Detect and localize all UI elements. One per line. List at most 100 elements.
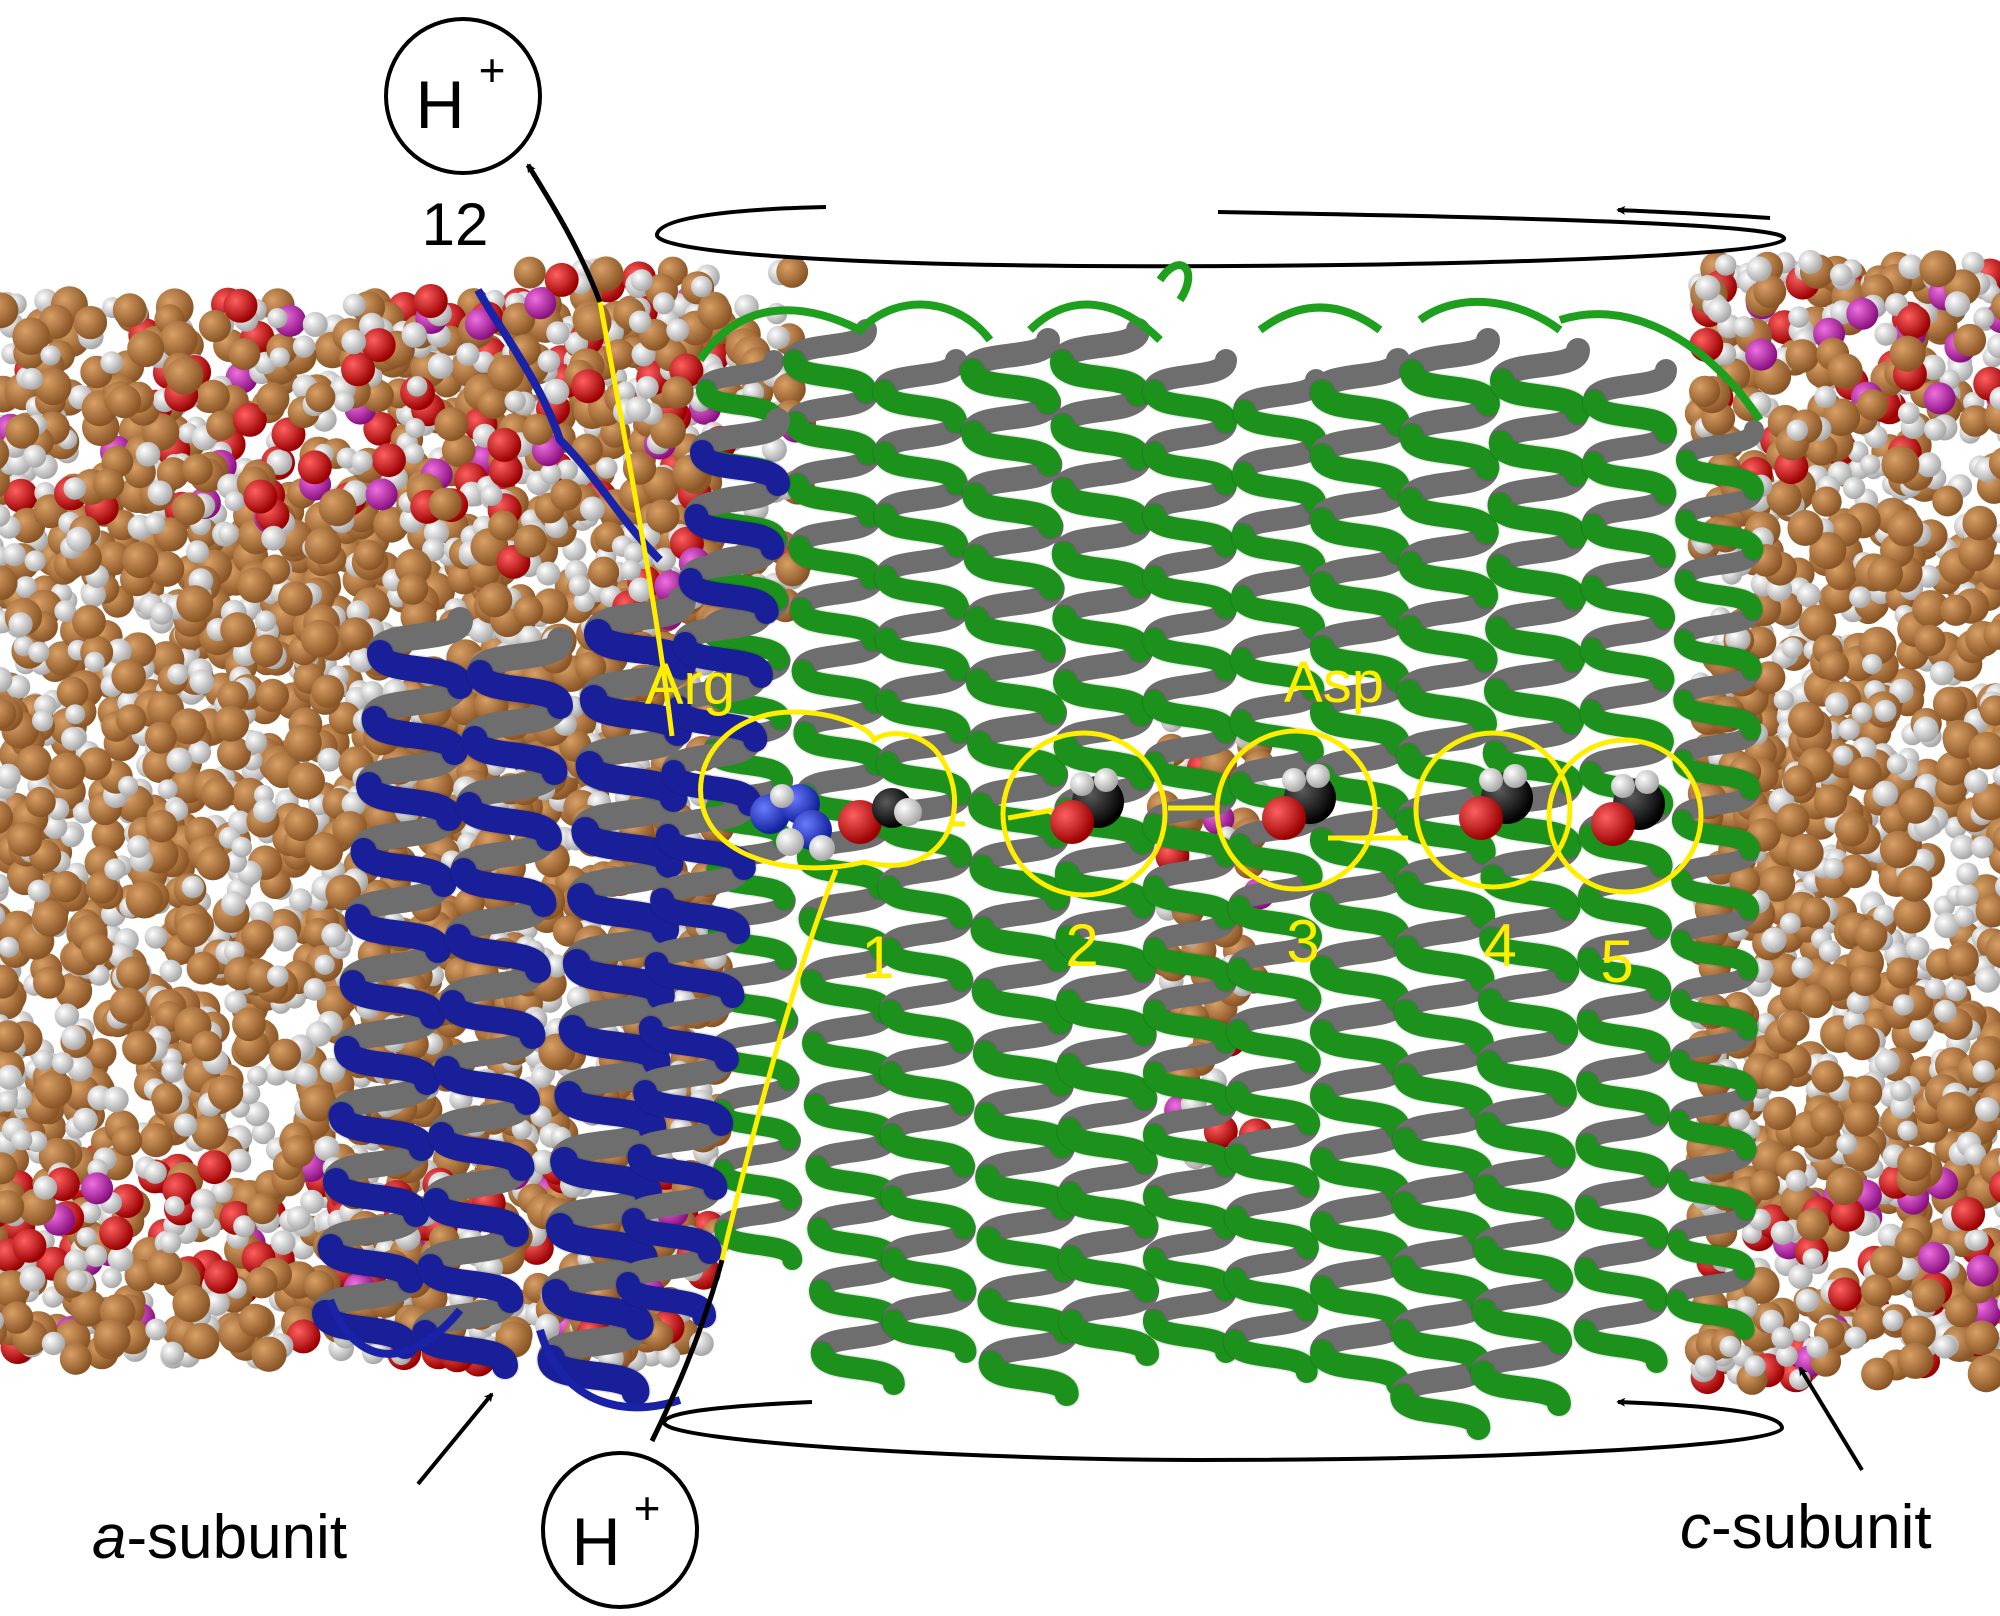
lipid-atom bbox=[25, 786, 56, 818]
lipid-atom bbox=[1753, 274, 1787, 308]
lipid-atom bbox=[1975, 894, 2000, 928]
lipid-atom bbox=[144, 513, 166, 535]
lipid-atom bbox=[477, 582, 513, 618]
lipid-atom bbox=[354, 539, 385, 571]
lipid-atom bbox=[118, 775, 139, 797]
lipid-atom bbox=[80, 582, 106, 608]
lipid-atom bbox=[1848, 756, 1882, 790]
lipid-atom bbox=[69, 1289, 107, 1327]
site-number-2: 2 bbox=[1065, 912, 1098, 979]
oxygen-atom bbox=[1459, 796, 1503, 840]
lipid-atom bbox=[628, 310, 652, 334]
lipid-atom bbox=[1781, 637, 1803, 659]
lipid-atom bbox=[406, 376, 428, 397]
lipid-atom bbox=[513, 524, 547, 558]
lipid-atom bbox=[1786, 419, 1809, 442]
lipid-atom bbox=[1897, 1342, 1934, 1379]
lipid-atom bbox=[1932, 485, 1963, 517]
lipid-atom bbox=[1964, 1143, 1987, 1166]
proton-circle-bottom bbox=[541, 1451, 699, 1609]
oxygen-atom bbox=[838, 800, 882, 844]
lipid-atom bbox=[102, 1086, 129, 1113]
lipid-atom bbox=[422, 538, 446, 562]
lipid-atom bbox=[267, 308, 288, 329]
lipid-atom bbox=[1862, 653, 1883, 675]
lipid-atom bbox=[1775, 1344, 1798, 1367]
lipid-atom bbox=[1788, 1264, 1813, 1289]
lipid-atom bbox=[456, 342, 480, 366]
lipid-atom bbox=[0, 763, 21, 789]
lipid-atom bbox=[1744, 1355, 1766, 1377]
lipid-atom bbox=[1745, 338, 1778, 371]
lipid-atom bbox=[172, 1284, 211, 1323]
lipid-atom bbox=[1987, 333, 2000, 359]
lipid-atom bbox=[1761, 1059, 1794, 1092]
c-helix bbox=[871, 349, 978, 1365]
lipid-atom bbox=[1785, 833, 1824, 872]
lipid-atom bbox=[311, 674, 345, 708]
lipid-atom bbox=[371, 443, 406, 478]
lipid-atom bbox=[488, 453, 523, 488]
lipid-atom bbox=[1823, 857, 1844, 879]
lipid-atom bbox=[31, 900, 69, 937]
lipid-atom bbox=[122, 1030, 157, 1065]
lipid-atom bbox=[652, 292, 675, 315]
lipid-atom bbox=[172, 492, 206, 526]
lipid-atom bbox=[116, 956, 150, 991]
lipid-atom bbox=[1993, 825, 2000, 852]
lipid-atom bbox=[1846, 990, 1870, 1015]
lipid-atom bbox=[1955, 883, 1979, 907]
lipid-atom bbox=[477, 388, 508, 419]
lipid-atom bbox=[246, 1193, 279, 1225]
lipid-atom bbox=[513, 256, 546, 289]
lipid-atom bbox=[269, 347, 290, 368]
lipid-atom bbox=[176, 585, 214, 623]
lipid-atom bbox=[244, 1101, 270, 1127]
lipid-atom bbox=[1940, 594, 1972, 626]
lipid-atom bbox=[1894, 1227, 1926, 1259]
lipid-atom bbox=[530, 1066, 553, 1088]
lipid-atom bbox=[1961, 251, 1985, 275]
lipid-atom bbox=[396, 573, 429, 605]
hydrogen-atom bbox=[1282, 768, 1306, 792]
lipid-atom bbox=[1935, 751, 1970, 786]
lipid-atom bbox=[1930, 661, 1955, 686]
helix-outline bbox=[310, 638, 475, 1361]
lipid-atom bbox=[190, 1188, 217, 1215]
lipid-atom bbox=[54, 1003, 80, 1028]
lipid-atom bbox=[1822, 398, 1861, 437]
helix-back-strand bbox=[1390, 328, 1500, 1408]
lipid-atom bbox=[405, 418, 426, 438]
lipid-atom bbox=[1887, 510, 1924, 547]
lipid-atom bbox=[196, 846, 230, 881]
lipid-atom bbox=[1988, 447, 2000, 480]
lipid-atom bbox=[49, 870, 82, 903]
step-number-label: 12 bbox=[422, 191, 489, 258]
lipid-atom bbox=[256, 382, 290, 416]
lipid-atom bbox=[191, 1206, 215, 1229]
lipid-atom bbox=[107, 384, 142, 419]
lipid-atom bbox=[294, 1063, 318, 1087]
c-subunit-letter: c bbox=[1680, 1493, 1711, 1562]
helix-outline bbox=[1572, 388, 1679, 1375]
lipid-atom bbox=[1825, 1167, 1864, 1206]
lipid-atom bbox=[91, 818, 126, 853]
hydrogen-atom bbox=[809, 835, 835, 861]
lipid-atom bbox=[217, 681, 249, 713]
lipid-atom bbox=[0, 565, 18, 601]
helix-back-strand bbox=[412, 627, 573, 1346]
lipid-atom bbox=[1846, 297, 1879, 330]
lipid-atom bbox=[64, 1249, 89, 1274]
lipid-atom bbox=[1936, 1091, 1975, 1130]
lipid-atom bbox=[204, 1290, 230, 1316]
lipid-atom bbox=[1953, 906, 1975, 928]
lipid-atom bbox=[1860, 454, 1881, 475]
lipid-atom bbox=[536, 561, 561, 586]
lipid-atom bbox=[255, 610, 277, 632]
lipid-atom bbox=[139, 1123, 174, 1158]
lipid-atom bbox=[0, 1311, 4, 1330]
lipid-atom bbox=[104, 858, 127, 881]
lipid-atom bbox=[766, 325, 791, 350]
lipid-atom bbox=[150, 602, 173, 625]
lipid-atom bbox=[1874, 322, 1898, 346]
